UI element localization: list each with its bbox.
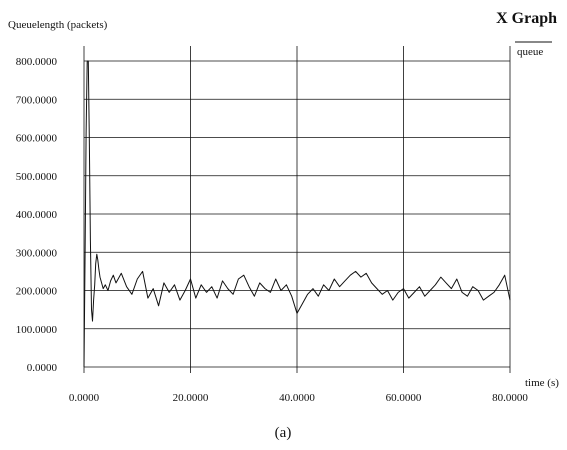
y-tick-label: 400.0000: [16, 209, 58, 221]
figure-caption: (a): [275, 425, 292, 441]
grid-lines: [83, 46, 511, 373]
series-line-queue: [83, 60, 511, 368]
y-tick-label: 300.0000: [16, 247, 58, 259]
x-tick-label: 60.0000: [386, 392, 422, 404]
x-axis-label: time (s): [525, 377, 559, 389]
y-tick-label: 700.0000: [16, 94, 58, 106]
x-tick-labels: 0.0000 20.0000 40.0000 60.0000 80.0000: [69, 392, 529, 404]
chart-title: X Graph: [496, 10, 557, 27]
y-tick-label: 500.0000: [16, 171, 58, 183]
y-tick-labels: 0.0000 100.0000 200.0000 300.0000 400.0000 50…: [16, 56, 58, 374]
x-tick-label: 40.0000: [279, 392, 315, 404]
y-tick-label: 0.0000: [27, 362, 58, 374]
y-tick-label: 100.0000: [16, 324, 58, 336]
x-tick-label: 0.0000: [69, 392, 100, 404]
y-tick-label: 200.0000: [16, 286, 58, 298]
y-axis-label: Queuelength (packets): [8, 19, 108, 31]
legend-label-queue: queue: [517, 46, 543, 58]
series-queue: [83, 60, 511, 368]
x-tick-label: 80.0000: [492, 392, 528, 404]
y-tick-label: 600.0000: [16, 133, 58, 145]
y-tick-label: 800.0000: [16, 56, 58, 68]
x-tick-label: 20.0000: [173, 392, 209, 404]
